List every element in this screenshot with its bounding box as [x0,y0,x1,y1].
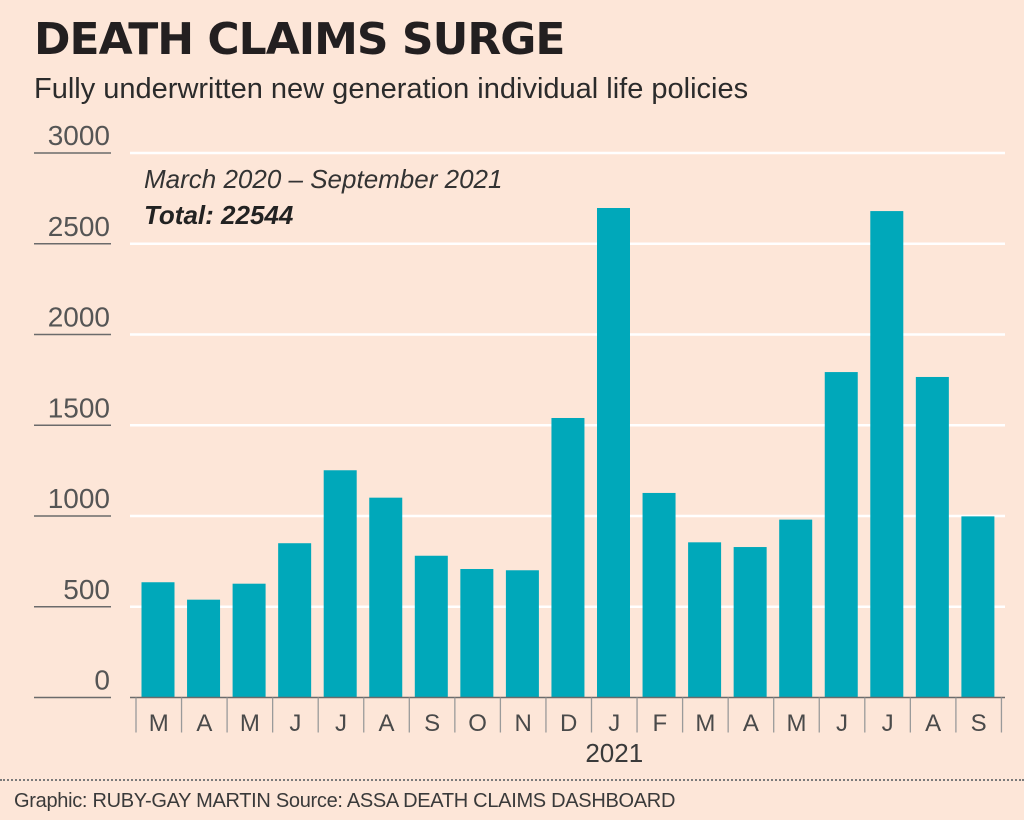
bar [642,492,676,698]
x-tick-label: S [971,710,987,737]
bar [961,516,995,698]
bar [232,583,266,698]
footer-credit: Graphic: RUBY-GAY MARTIN Source: ASSA DE… [14,790,676,812]
x-tick-label: M [240,710,260,737]
annotation-total: Total: 22544 [144,200,294,230]
bar [551,417,585,698]
bar [870,211,904,698]
x-tick-label: J [836,710,848,737]
x-tick-label: J [882,710,894,737]
x-tick-label: J [608,710,620,737]
y-tick-label: 0 [94,665,110,696]
bar [505,570,539,698]
y-tick-label: 1500 [48,392,110,423]
bars [141,207,995,698]
bar [278,543,312,698]
x-tick-label: F [652,710,667,737]
bar [141,582,175,698]
x-tick-label: M [149,710,169,737]
x-tick-label: A [196,710,212,737]
x-tick-label: O [468,710,487,737]
chart-subtitle: Fully underwritten new generation indivi… [34,73,749,105]
x-tick-label: N [515,710,532,737]
annotation-period: March 2020 – September 2021 [144,164,502,194]
bar [187,599,221,698]
bar [597,207,630,698]
x-tick-label: A [379,710,395,737]
bar [779,519,813,698]
bar [915,376,949,698]
y-tick-label: 1000 [48,483,110,514]
y-tick-label: 3000 [48,120,110,151]
y-tick-label: 2000 [48,302,110,333]
bar [369,497,403,698]
y-axis: 0 500 1000 1500 2000 2500 3000 [34,120,111,699]
chart-title: DEATH CLAIMS SURGE [34,14,565,65]
x-tick-label: M [786,710,806,737]
x-tick-label: J [335,710,347,737]
x-tick-label: J [289,710,301,737]
footer-divider [0,779,1024,781]
bar [323,470,357,698]
x-tick-label: A [925,710,941,737]
bar [414,555,448,698]
bar [733,547,767,698]
year-label: 2021 [585,738,643,768]
bar [460,568,494,698]
y-tick-label: 2500 [48,211,110,242]
x-tick-label: D [560,710,577,737]
y-tick-label: 500 [63,574,110,605]
bar [824,372,858,698]
bar [688,542,722,698]
x-tick-label: M [695,710,715,737]
x-tick-label: S [424,710,440,737]
x-tick-label: A [743,710,759,737]
